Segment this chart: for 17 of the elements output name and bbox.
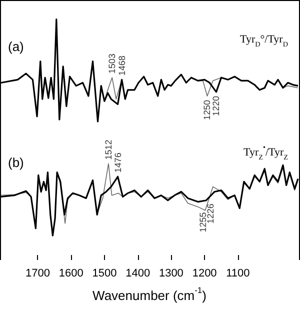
x-tick-label: 1500 bbox=[92, 268, 117, 280]
x-tick-label: 1600 bbox=[58, 268, 84, 280]
annotation: 1220 bbox=[211, 96, 222, 116]
annotation: 1255 bbox=[198, 212, 208, 232]
x-tick-label: 1200 bbox=[192, 268, 217, 280]
annotation: 1476 bbox=[112, 152, 123, 173]
annotation: 1512 bbox=[103, 140, 114, 160]
annotation: (b) bbox=[8, 155, 24, 170]
annotation: 1468 bbox=[116, 56, 127, 76]
x-tick-label: 1400 bbox=[126, 268, 150, 280]
x-tick-label: 1700 bbox=[25, 268, 50, 280]
x-tick-label: 1300 bbox=[158, 268, 184, 280]
x-tick-label: 1100 bbox=[226, 268, 250, 280]
annotation: (a) bbox=[8, 39, 24, 54]
annotation: 1503 bbox=[107, 54, 118, 74]
annotation: 1250 bbox=[202, 100, 212, 120]
annotation: 1226 bbox=[206, 204, 216, 224]
